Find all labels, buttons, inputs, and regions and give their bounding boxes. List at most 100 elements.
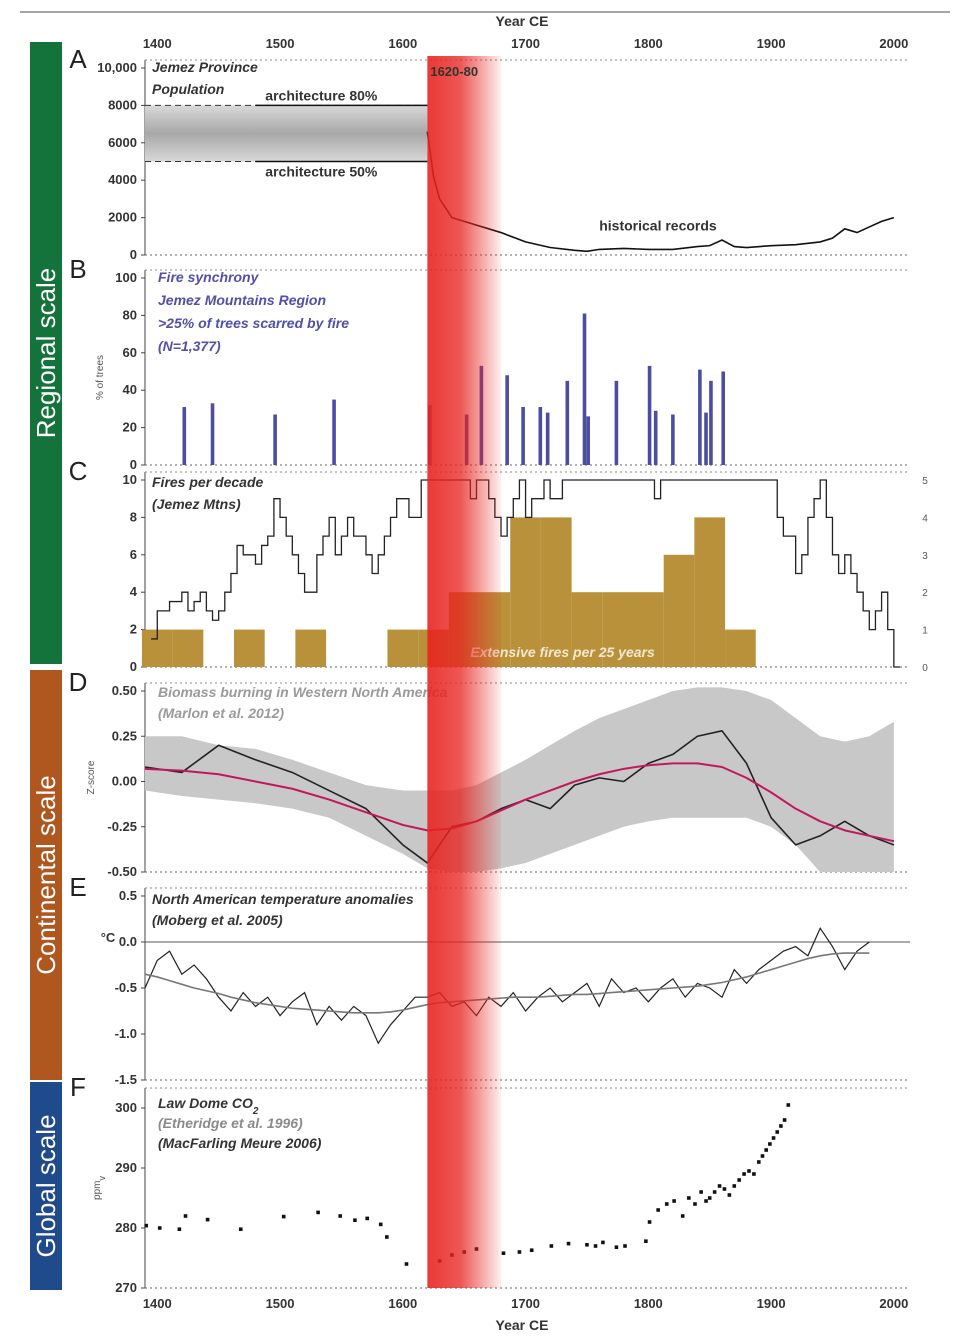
co2-point	[177, 1227, 182, 1231]
x-tick-label-bottom: 1700	[511, 1296, 540, 1311]
co2-point	[727, 1193, 732, 1197]
fire-synchrony-bar	[582, 313, 587, 465]
extensive-fire-bar	[540, 517, 572, 667]
y-tick-label: 0.25	[112, 728, 137, 743]
y2-tick-label: 2	[922, 588, 928, 599]
co2-point	[144, 1223, 149, 1228]
y2-tick-label: 3	[922, 551, 928, 562]
x-tick-label-bottom: 1600	[388, 1296, 417, 1311]
y-tick-label: 280	[115, 1220, 137, 1235]
panel-label: B	[69, 254, 86, 284]
fire-synchrony-bar	[721, 371, 726, 465]
extensive-fire-bar	[632, 592, 664, 667]
co2-point	[183, 1214, 188, 1218]
extensive-fire-bar	[725, 629, 756, 667]
y-tick-label: 20	[123, 420, 137, 435]
co2-point	[717, 1184, 722, 1188]
panel-d-title-1: Biomass burning in Western North America	[158, 684, 448, 700]
scale-bar	[30, 42, 62, 664]
extensive-fire-bar	[602, 592, 633, 667]
co2-point	[664, 1202, 669, 1206]
y-tick-label: 40	[123, 382, 137, 397]
fire-synchrony-bar	[614, 380, 619, 465]
y-tick-label: 290	[115, 1160, 137, 1175]
highlight-label: 1620-80	[430, 64, 478, 79]
x-tick-label-top: 1700	[511, 36, 540, 51]
panel-f-title-3: (MacFarling Meure 2006)	[158, 1135, 322, 1151]
panel-e-ylabel: °C	[101, 930, 116, 945]
fire-synchrony-bar	[709, 380, 713, 465]
y-tick-label: 10	[123, 472, 137, 487]
co2-point	[353, 1218, 357, 1222]
panel-f-ylabel: ppmv	[92, 1176, 107, 1200]
fire-synchrony-bar	[505, 375, 509, 465]
x-tick-label-top: 1900	[757, 36, 786, 51]
fire-synchrony-bar	[332, 399, 336, 465]
panel-d-ylabel: Z-score	[86, 760, 97, 794]
panel-f-title-2: (Etheridge et al. 1996)	[158, 1115, 303, 1131]
y-tick-label: -0.50	[107, 864, 137, 879]
y-tick-label: 300	[115, 1100, 137, 1115]
extensive-fire-bar	[663, 554, 695, 667]
co2-point	[593, 1244, 598, 1248]
ylabel-subscript: v	[97, 1176, 107, 1181]
panel-e-title-1: North American temperature anomalies	[152, 891, 414, 907]
panel-label: F	[70, 1072, 86, 1102]
band-label-low: architecture 50%	[265, 164, 378, 180]
co2-point	[699, 1190, 703, 1194]
panel-c-title-1: Fires per decade	[152, 474, 263, 490]
panel-b-title: Fire synchrony	[158, 269, 260, 285]
extensive-fire-bar	[295, 629, 327, 667]
fire-synchrony-bar	[521, 407, 525, 465]
co2-point	[281, 1214, 286, 1219]
x-tick-label-top: 1800	[634, 36, 663, 51]
y-tick-label: 0	[130, 659, 137, 674]
fire-synchrony-bar	[545, 412, 550, 465]
co2-point	[786, 1103, 791, 1107]
y-tick-label: 4000	[108, 172, 137, 187]
co2-point	[338, 1214, 342, 1218]
co2-point	[614, 1245, 619, 1249]
x-tick-label-top: 2000	[879, 36, 908, 51]
panel-b-title: Jemez Mountains Region	[158, 292, 326, 308]
y-tick-label: 0.0	[119, 934, 137, 949]
x-tick-label-bottom: 2000	[879, 1296, 908, 1311]
panel-label: D	[69, 667, 88, 697]
x-tick-label-bottom: 1500	[266, 1296, 295, 1311]
y-tick-label: 0.5	[119, 888, 137, 903]
y-tick-label: 6	[130, 547, 137, 562]
co2-point	[687, 1196, 691, 1200]
co2-point	[517, 1250, 522, 1254]
fire-synchrony-bar	[273, 414, 277, 465]
y-tick-label: -0.25	[107, 819, 137, 834]
panel-b-title: >25% of trees scarred by fire	[158, 315, 349, 331]
co2-point	[760, 1154, 765, 1158]
title-subscript: 2	[252, 1106, 259, 1117]
fire-synchrony-bar	[565, 380, 570, 465]
co2-point	[680, 1214, 685, 1218]
y2-tick-label: 5	[922, 476, 928, 487]
co2-point	[693, 1202, 697, 1206]
fire-synchrony-bar	[182, 407, 187, 465]
panel-a-title-1: Jemez Province	[152, 59, 258, 75]
x-tick-label-bottom: 1900	[757, 1296, 786, 1311]
fire-synchrony-bar	[647, 365, 652, 465]
co2-point	[656, 1208, 660, 1212]
panel-label: A	[69, 44, 87, 74]
area-label: Extensive fires per 25 years	[470, 644, 655, 660]
temperature-line	[144, 926, 870, 1045]
co2-point	[549, 1244, 554, 1248]
co2-point	[712, 1190, 717, 1194]
y-tick-label: 10,000	[97, 60, 137, 75]
architecture-band	[145, 105, 428, 162]
y-tick-label: -1.5	[115, 1072, 137, 1087]
x-tick-label-top: 1600	[388, 36, 417, 51]
y-tick-label: -0.5	[115, 980, 137, 995]
y2-tick-label: 0	[922, 663, 928, 674]
y-tick-label: -1.0	[115, 1026, 137, 1041]
biomass-line	[144, 730, 895, 864]
highlight-band	[427, 56, 502, 1288]
temperature-smooth-line	[144, 952, 870, 1014]
co2-point	[757, 1160, 761, 1164]
co2-point	[672, 1199, 676, 1203]
